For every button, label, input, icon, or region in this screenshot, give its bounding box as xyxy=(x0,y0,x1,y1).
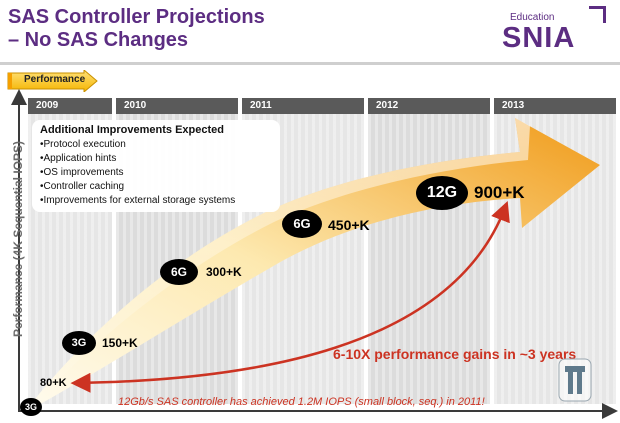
badge-3g: 3G xyxy=(62,331,96,355)
value-150k: 150+K xyxy=(102,336,138,350)
badge-12g: 12G xyxy=(416,176,468,210)
list-item: Application hints xyxy=(40,152,235,166)
list-item: Protocol execution xyxy=(40,138,235,152)
gains-callout: 6-10X performance gains in ~3 years xyxy=(333,346,577,362)
logo-bracket-icon xyxy=(589,6,606,23)
list-item: Improvements for external storage system… xyxy=(40,194,236,208)
y-axis-line xyxy=(18,92,20,412)
list-item: Controller caching xyxy=(40,180,235,194)
snia-logo: Education SNIA xyxy=(496,4,606,54)
improvements-callout: Additional Improvements Expected Protoco… xyxy=(32,120,280,212)
improvements-title: Additional Improvements Expected xyxy=(40,124,224,136)
tweaktown-watermark-icon xyxy=(558,358,592,402)
year-label-2010: 2010 xyxy=(116,98,238,114)
improvements-list: Protocol execution Application hints OS … xyxy=(40,138,236,208)
logo-snia-text: SNIA xyxy=(502,22,576,54)
value-300k: 300+K xyxy=(206,265,242,279)
performance-tag: Performance xyxy=(24,74,86,85)
badge-6g-2010: 6G xyxy=(160,259,198,285)
logo-education-text: Education xyxy=(510,12,555,23)
list-item: OS improvements xyxy=(40,166,235,180)
slide-header: SAS Controller Projections – No SAS Chan… xyxy=(0,0,620,62)
year-label-2013: 2013 xyxy=(494,98,616,114)
title-line-1: SAS Controller Projections xyxy=(8,6,265,28)
header-divider xyxy=(0,62,620,65)
value-900k: 900+K xyxy=(474,183,525,202)
title-line-2: – No SAS Changes xyxy=(8,29,189,51)
achievement-note: 12Gb/s SAS controller has achieved 1.2M … xyxy=(118,396,485,408)
value-80k: 80+K xyxy=(40,377,67,389)
x-axis-line xyxy=(18,410,612,412)
value-450k: 450+K xyxy=(328,217,370,233)
year-label-2009: 2009 xyxy=(28,98,112,114)
year-label-2012: 2012 xyxy=(368,98,490,114)
gains-arrow xyxy=(70,201,510,393)
year-label-2011: 2011 xyxy=(242,98,364,114)
slide-title: SAS Controller Projections – No SAS Chan… xyxy=(8,6,265,52)
badge-6g-2011: 6G xyxy=(282,210,322,238)
badge-3g-baseline: 3G xyxy=(20,398,42,416)
